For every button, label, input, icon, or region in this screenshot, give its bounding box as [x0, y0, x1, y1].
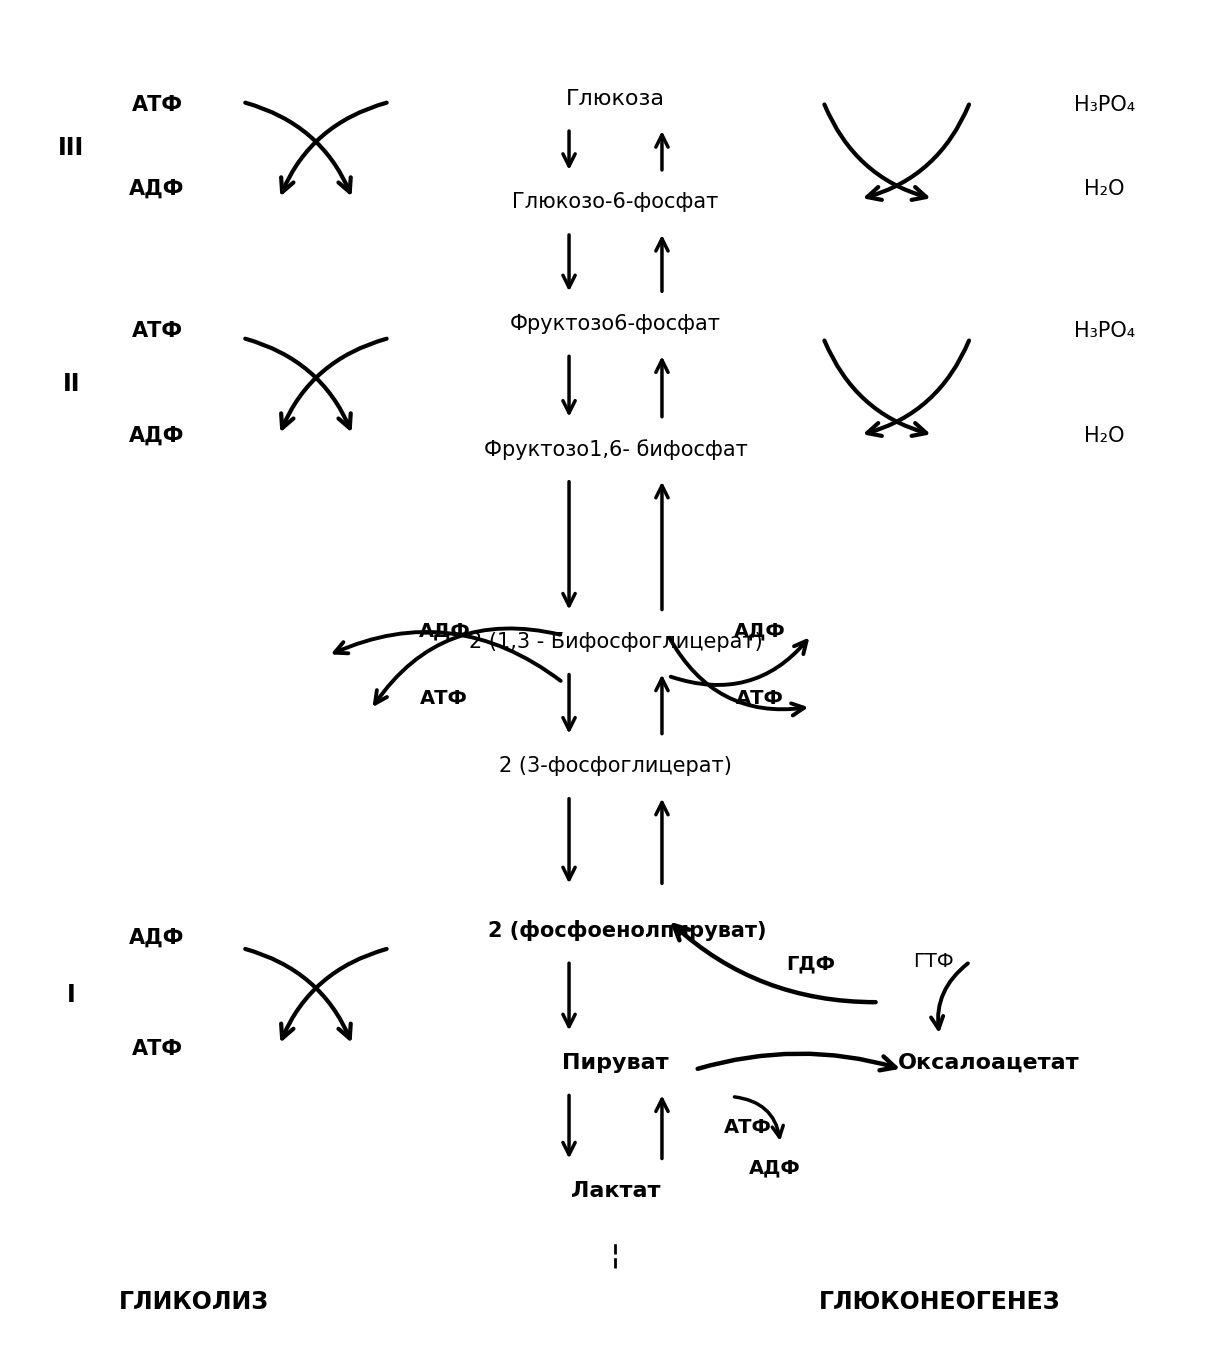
Text: 2 (1,3 - Бифосфоглицерат): 2 (1,3 - Бифосфоглицерат): [469, 632, 762, 653]
Text: АДФ: АДФ: [129, 179, 185, 199]
Text: Лактат: Лактат: [571, 1181, 660, 1201]
Text: H₃PO₄: H₃PO₄: [1073, 95, 1135, 115]
Text: 2 (3-фосфоглицерат): 2 (3-фосфоглицерат): [499, 756, 732, 776]
Text: Оксалоацетат: Оксалоацетат: [897, 1053, 1080, 1073]
Text: III: III: [58, 137, 85, 160]
Text: АДФ: АДФ: [748, 1159, 800, 1178]
Text: H₃PO₄: H₃PO₄: [1073, 320, 1135, 341]
Text: Фруктозо1,6- бифосфат: Фруктозо1,6- бифосфат: [484, 438, 747, 460]
Text: Пируват: Пируват: [563, 1053, 668, 1073]
Text: АДФ: АДФ: [419, 622, 470, 641]
Text: II: II: [63, 372, 80, 396]
Text: I: I: [66, 984, 76, 1007]
Text: 2 (фосфоенолпируват): 2 (фосфоенолпируват): [489, 920, 767, 942]
Text: АДФ: АДФ: [129, 927, 185, 947]
Text: АТФ: АТФ: [132, 1039, 182, 1060]
Text: ГЛЮКОНЕОГЕНЕЗ: ГЛЮКОНЕОГЕНЕЗ: [819, 1289, 1060, 1314]
Text: Глюкозо-6-фосфат: Глюкозо-6-фосфат: [512, 193, 719, 213]
Text: АДФ: АДФ: [734, 622, 785, 641]
Text: H₂O: H₂O: [1085, 426, 1125, 445]
Text: АТФ: АТФ: [132, 95, 182, 115]
Text: ГДФ: ГДФ: [787, 955, 836, 974]
Text: ГЛИКОЛИЗ: ГЛИКОЛИЗ: [118, 1289, 268, 1314]
Text: H₂O: H₂O: [1085, 179, 1125, 199]
Text: АТФ: АТФ: [724, 1118, 772, 1137]
Text: Глюкоза: Глюкоза: [566, 88, 665, 109]
Text: АТФ: АТФ: [736, 689, 784, 708]
Text: ГТФ: ГТФ: [913, 953, 954, 972]
Text: АТФ: АТФ: [132, 320, 182, 341]
Text: АТФ: АТФ: [421, 689, 468, 708]
Text: Фруктозо6-фосфат: Фруктозо6-фосфат: [510, 313, 721, 334]
Text: АДФ: АДФ: [129, 426, 185, 445]
